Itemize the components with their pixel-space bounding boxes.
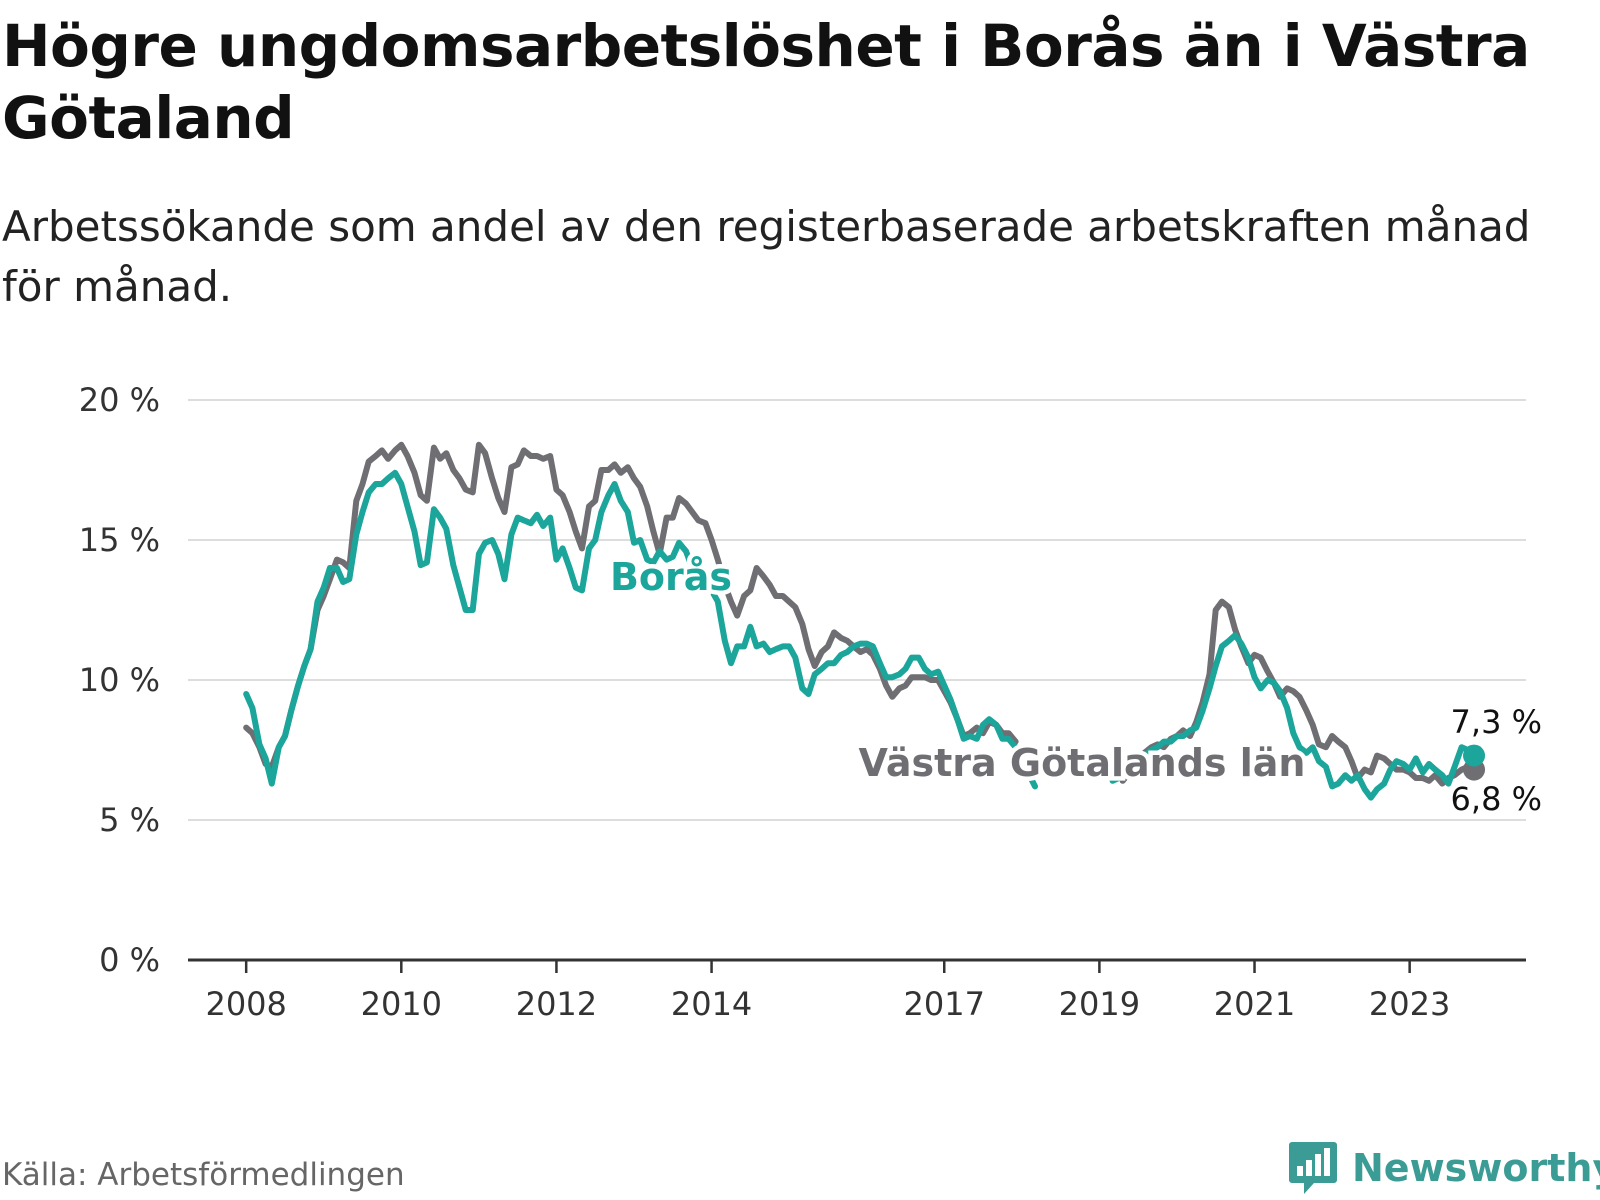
x-tick-label: 2017 — [904, 985, 985, 1023]
x-tick-label: 2014 — [671, 985, 752, 1023]
gridlines — [188, 399, 1526, 821]
series-line-vastra-gotaland — [1119, 598, 1477, 787]
series-line-boras — [243, 469, 1038, 790]
chart-subtitle: Arbetssökande som andel av den registerb… — [2, 202, 1531, 311]
end-value-label-vastra-gotaland: 6,8 % — [1451, 780, 1542, 818]
series-label-vastra-gotaland: Västra Götalands län — [859, 741, 1306, 785]
y-tick-label: 5 % — [99, 801, 160, 839]
x-tick-label: 2021 — [1214, 985, 1295, 1023]
x-tick-label: 2008 — [205, 985, 286, 1023]
series-label-boras: Borås — [610, 555, 732, 599]
y-tick-label: 10 % — [79, 661, 160, 699]
y-tick-label: 0 % — [99, 941, 160, 979]
y-tick-label: 20 % — [79, 381, 160, 419]
series-lines — [243, 441, 1486, 801]
end-value-label-boras: 7,3 % — [1451, 703, 1542, 741]
source-note: Källa: Arbetsförmedlingen — [2, 1157, 405, 1193]
newsworthy-logo-icon — [1289, 1142, 1337, 1194]
series-line-boras — [1109, 632, 1477, 801]
chart-title: Högre ungdomsarbetslöshet i Borås än i V… — [2, 12, 1530, 152]
x-tick-label: 2023 — [1369, 985, 1450, 1023]
series-line-vastra-gotaland — [243, 441, 1019, 770]
x-tick-label: 2012 — [516, 985, 597, 1023]
end-point-boras — [1463, 744, 1486, 767]
x-tick-label: 2019 — [1059, 985, 1140, 1023]
y-tick-label: 15 % — [79, 521, 160, 559]
x-axis: 2008 2010 2012 2014 2017 2019 2021 2023 — [188, 958, 1526, 1023]
newsworthy-logo: Newsworthy — [1288, 1140, 1600, 1196]
newsworthy-logo-text: Newsworthy — [1352, 1146, 1600, 1190]
x-tick-label: 2010 — [361, 985, 442, 1023]
y-axis-ticks: 0 % 5 % 10 % 15 % 20 % — [79, 381, 160, 979]
series-labels: Västra Götalands län Borås 7,3 % 6,8 % — [605, 551, 1545, 822]
